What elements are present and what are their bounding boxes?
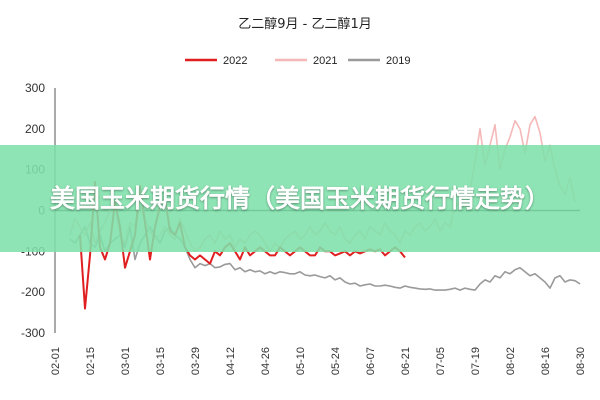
legend-label-2022: 2022	[223, 55, 247, 67]
legend: 2022 2021 2019	[185, 55, 410, 67]
x-tick-label: 06-21	[400, 347, 412, 375]
x-tick-label: 05-10	[295, 347, 307, 375]
x-tick-label: 04-12	[225, 347, 237, 375]
x-tick-label: 03-29	[190, 347, 202, 375]
legend-label-2021: 2021	[313, 55, 337, 67]
x-tick-label: 08-16	[540, 347, 552, 375]
x-tick-label: 03-15	[155, 347, 167, 375]
x-tick-label: 03-01	[120, 347, 132, 375]
x-tick-label: 02-01	[50, 347, 62, 375]
x-tick-label: 05-24	[330, 347, 342, 375]
x-tick-label: 07-05	[435, 347, 447, 375]
banner-text: 美国玉米期货行情（美国玉米期货行情走势）	[50, 183, 551, 213]
y-tick-label: -300	[21, 326, 45, 340]
legend-label-2019: 2019	[386, 55, 410, 67]
x-tick-label: 02-15	[85, 347, 97, 375]
y-tick-label: 200	[25, 122, 45, 136]
x-tick-label: 06-07	[365, 347, 377, 375]
x-tick-label: 04-26	[260, 347, 272, 375]
x-tick-label: 07-19	[470, 347, 482, 375]
x-tick-label: 08-30	[575, 347, 587, 375]
x-tick-label: 08-02	[505, 347, 517, 375]
chart-title: 乙二醇9月 - 乙二醇1月	[238, 16, 372, 32]
title-banner: 美国玉米期货行情（美国玉米期货行情走势）	[0, 145, 600, 252]
y-tick-label: -200	[21, 285, 45, 299]
y-tick-label: 300	[25, 81, 45, 95]
